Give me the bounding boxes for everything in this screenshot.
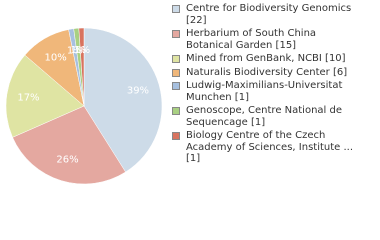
slice-label: 10% — [45, 53, 67, 64]
legend-swatch — [172, 55, 180, 63]
pie: 39%26%17%10%1%1%1% — [5, 27, 163, 185]
legend-label: Naturalis Biodiversity Center [6] — [186, 66, 348, 78]
pie-slice — [78, 27, 85, 107]
legend-swatch — [172, 107, 180, 115]
legend-swatch — [172, 30, 180, 38]
legend-item: Naturalis Biodiversity Center [6] — [172, 67, 377, 79]
legend-label: Centre for Biodiversity Genomics [22] — [186, 3, 352, 26]
legend-item: Ludwig-Maximilians-Universitat Munchen [… — [172, 80, 377, 103]
legend-label: Genoscope, Centre National de Sequencage… — [186, 105, 343, 128]
slice-label: 17% — [17, 93, 39, 104]
legend-item: Biology Centre of the Czech Academy of S… — [172, 130, 377, 165]
legend-label: Ludwig-Maximilians-Universitat Munchen [… — [186, 80, 343, 103]
slice-label: 26% — [56, 155, 78, 166]
legend-label: Biology Centre of the Czech Academy of S… — [186, 130, 354, 164]
legend-item: Genoscope, Centre National de Sequencage… — [172, 105, 377, 128]
legend-item: Mined from GenBank, NCBI [10] — [172, 53, 377, 65]
legend-item: Herbarium of South China Botanical Garde… — [172, 28, 377, 51]
legend-item: Centre for Biodiversity Genomics [22] — [172, 3, 377, 26]
legend-swatch — [172, 68, 180, 77]
slice-label: 39% — [127, 85, 149, 96]
slice-label: 1% — [71, 45, 87, 56]
slice-label: 1% — [74, 45, 90, 56]
legend-label: Herbarium of South China Botanical Garde… — [186, 28, 317, 51]
legend: Centre for Biodiversity Genomics [22] Her… — [172, 3, 377, 167]
legend-swatch — [172, 5, 180, 13]
pie-slice — [12, 105, 126, 185]
slice-label: 1% — [67, 46, 83, 57]
pie-slice — [83, 27, 163, 173]
legend-swatch — [172, 132, 180, 140]
legend-swatch — [172, 82, 180, 90]
legend-label: Mined from GenBank, NCBI [10] — [186, 53, 346, 64]
pie-slice — [5, 54, 85, 138]
